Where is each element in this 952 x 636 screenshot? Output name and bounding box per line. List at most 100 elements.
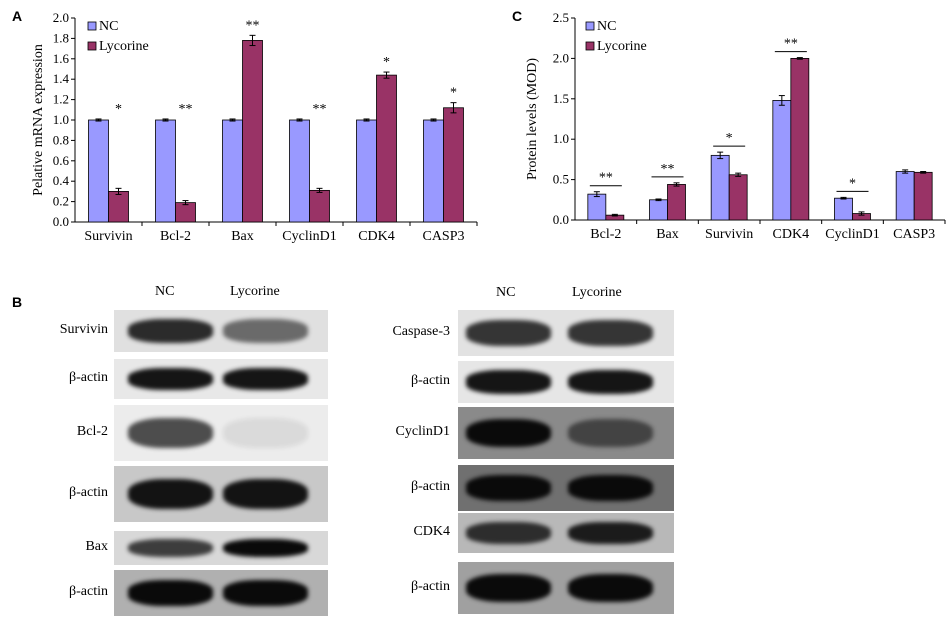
blot-band-lycorine bbox=[567, 573, 653, 603]
chart-a-significance-marker: * bbox=[383, 55, 390, 70]
blot-band-lycorine bbox=[222, 478, 308, 510]
chart-a-significance-marker: ** bbox=[313, 102, 327, 117]
chart-a-bar-lycorine bbox=[309, 189, 330, 223]
blot-band-nc bbox=[127, 478, 213, 510]
blot-row-label: β-actin bbox=[69, 370, 108, 385]
chart-a-category-label: CyclinD1 bbox=[282, 229, 336, 244]
chart-a-category-label: CASP3 bbox=[422, 229, 464, 244]
blot-strip bbox=[114, 310, 328, 352]
blot-band-nc bbox=[465, 418, 551, 448]
chart-c-legend-swatch bbox=[585, 41, 595, 51]
blot-strip bbox=[458, 513, 674, 553]
chart-a-bar-lycorine bbox=[376, 74, 397, 223]
panel-a-letter: A bbox=[12, 8, 23, 24]
chart-a-y-tick-label: 0.2 bbox=[53, 194, 69, 209]
chart-c-bar-lycorine bbox=[790, 58, 810, 221]
blot-row-label: β-actin bbox=[411, 579, 450, 594]
blot-strip bbox=[458, 562, 674, 614]
blot-band-lycorine bbox=[567, 418, 653, 448]
blot-column-label: NC bbox=[496, 285, 516, 300]
chart-a-y-tick-label: 2.0 bbox=[53, 10, 69, 25]
blot-band-nc bbox=[127, 538, 213, 558]
chart-c-bar-lycorine bbox=[913, 171, 933, 221]
chart-c-bar-nc bbox=[834, 197, 853, 221]
blot-strip bbox=[114, 531, 328, 565]
chart-c-bar-lycorine bbox=[728, 174, 748, 221]
chart-c-category-label: Survivin bbox=[705, 227, 753, 242]
blot-band-lycorine bbox=[222, 580, 308, 606]
blot-row-label: Bcl-2 bbox=[76, 424, 108, 439]
blot-band-lycorine bbox=[567, 320, 653, 346]
chart-c-y-tick-label: 0.0 bbox=[553, 212, 569, 227]
chart-a-bar-nc bbox=[356, 119, 377, 223]
chart-a-y-tick-label: 0.6 bbox=[53, 153, 70, 168]
blot-band-nc bbox=[127, 417, 213, 449]
chart-a-significance-marker: * bbox=[450, 86, 457, 101]
chart-c-significance-marker: * bbox=[726, 131, 733, 146]
chart-c-significance-marker: ** bbox=[599, 171, 613, 186]
chart-c-significance-marker: ** bbox=[784, 37, 798, 52]
blot-strip bbox=[458, 361, 674, 403]
blot-row-label: Bax bbox=[85, 539, 108, 554]
blot-band-lycorine bbox=[567, 475, 653, 501]
chart-a-legend-label: Lycorine bbox=[99, 39, 149, 54]
blot-strip bbox=[458, 465, 674, 511]
chart-c-y-tick-label: 2.0 bbox=[553, 50, 569, 65]
blot-row-label: CDK4 bbox=[413, 524, 450, 539]
chart-a-category-label: Survivin bbox=[84, 229, 132, 244]
chart-c-y-tick-label: 2.5 bbox=[553, 10, 569, 25]
blot-strip bbox=[114, 359, 328, 399]
blot-band-lycorine bbox=[222, 538, 308, 558]
chart-a-y-tick-label: 0.0 bbox=[53, 214, 69, 229]
blot-band-nc bbox=[465, 573, 551, 603]
chart-a-y-tick-label: 0.4 bbox=[53, 173, 70, 188]
chart-a-bar-nc bbox=[88, 119, 109, 223]
chart-c-bar-lycorine bbox=[667, 184, 686, 221]
chart-a-bar-nc bbox=[423, 119, 444, 223]
blot-row-label: Survivin bbox=[59, 322, 108, 337]
blot-band-lycorine bbox=[222, 319, 308, 343]
blot-strip bbox=[114, 570, 328, 616]
chart-a-y-tick-label: 1.6 bbox=[53, 51, 70, 66]
chart-a-category-label: Bcl-2 bbox=[160, 229, 191, 244]
chart-c-legend-label: NC bbox=[597, 19, 616, 34]
chart-a-bar-lycorine bbox=[175, 202, 196, 223]
chart-c-bar-nc bbox=[649, 199, 668, 221]
blot-band-lycorine bbox=[567, 522, 653, 544]
chart-c-bar-nc bbox=[587, 193, 607, 221]
blot-band-lycorine bbox=[222, 368, 308, 390]
chart-c-category-label: Bax bbox=[656, 227, 679, 242]
chart-a-y-tick-label: 0.8 bbox=[53, 132, 69, 147]
blot-row-label: β-actin bbox=[69, 485, 108, 500]
chart-a-bar-lycorine bbox=[242, 40, 263, 223]
blot-row-label: Caspase-3 bbox=[392, 324, 450, 339]
chart-a-category-label: CDK4 bbox=[358, 229, 395, 244]
blot-column-label: Lycorine bbox=[230, 284, 280, 299]
panel-c-letter: C bbox=[512, 8, 523, 24]
chart-c-y-axis-label: Protein levels (MOD) bbox=[525, 58, 540, 180]
blot-band-nc bbox=[465, 320, 551, 346]
chart-a-bar-lycorine bbox=[108, 190, 129, 223]
chart-c-category-label: CDK4 bbox=[773, 227, 810, 242]
chart-a-significance-marker: ** bbox=[179, 102, 193, 117]
chart-a-legend-swatch bbox=[87, 21, 97, 31]
chart-c-bar-nc bbox=[895, 171, 915, 221]
chart-a-y-tick-label: 1.4 bbox=[53, 71, 70, 86]
chart-a-bar-lycorine bbox=[443, 107, 464, 223]
chart-c-bar-nc bbox=[772, 100, 792, 221]
chart-c-category-label: CASP3 bbox=[893, 227, 935, 242]
blot-band-nc bbox=[465, 475, 551, 501]
blot-band-nc bbox=[127, 319, 213, 343]
blot-row-label: β-actin bbox=[411, 373, 450, 388]
blot-band-nc bbox=[465, 370, 551, 394]
chart-c-legend-label: Lycorine bbox=[597, 39, 647, 54]
blot-row-label: CyclinD1 bbox=[395, 424, 450, 439]
blot-strip bbox=[114, 466, 328, 522]
panel-b-letter: B bbox=[12, 294, 23, 310]
chart-c-y-tick-label: 1.0 bbox=[553, 131, 569, 146]
chart-c-category-label: Bcl-2 bbox=[590, 227, 621, 242]
chart-c-category-label: CyclinD1 bbox=[825, 227, 879, 242]
chart-a-y-axis-label: Pelative mRNA expression bbox=[31, 44, 46, 196]
chart-c-significance-marker: * bbox=[849, 176, 856, 191]
blot-column-label: Lycorine bbox=[572, 285, 622, 300]
